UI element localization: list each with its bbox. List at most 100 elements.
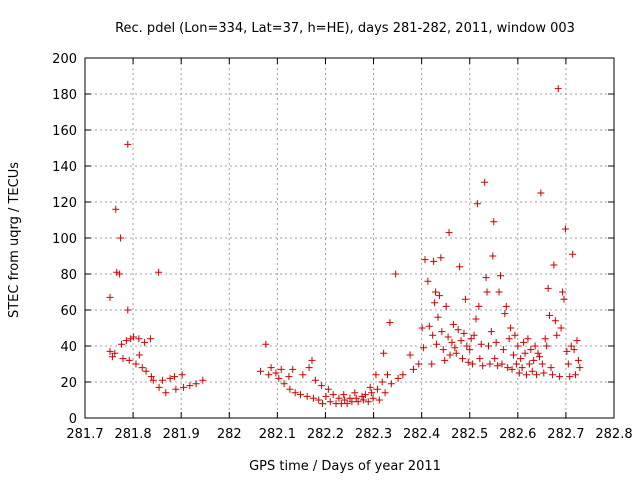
data-point <box>138 364 146 372</box>
data-point <box>291 389 299 397</box>
data-point <box>275 374 283 382</box>
x-tick-label: 282.2 <box>307 427 344 442</box>
data-point <box>472 315 480 323</box>
data-point <box>348 398 356 406</box>
data-point <box>544 284 552 292</box>
data-point <box>378 378 386 386</box>
data-point <box>518 364 526 372</box>
x-tick-label: 282.3 <box>355 427 392 442</box>
data-point <box>535 353 543 361</box>
data-point <box>543 342 551 350</box>
data-point <box>449 320 457 328</box>
data-point <box>461 295 469 303</box>
data-point <box>525 360 533 368</box>
data-point <box>346 394 354 402</box>
data-point <box>452 349 460 357</box>
data-point <box>113 268 121 276</box>
data-point <box>482 274 490 282</box>
data-point <box>537 189 545 197</box>
data-point <box>477 340 485 348</box>
data-point <box>498 360 506 368</box>
x-tick-label: 282.1 <box>259 427 296 442</box>
x-tick-label: 282.4 <box>403 427 440 442</box>
x-tick-label: 282.6 <box>499 427 536 442</box>
x-axis: 281.7 281.8 281.9 282 282.1 282.2 282.3 282.4 28… <box>66 58 633 442</box>
data-point <box>162 389 170 397</box>
data-point <box>122 337 130 345</box>
data-point <box>567 342 575 350</box>
data-point <box>415 360 423 368</box>
data-point <box>119 355 127 363</box>
data-point <box>522 371 530 379</box>
data-point <box>381 389 389 397</box>
data-point <box>372 371 380 379</box>
data-point <box>424 277 432 285</box>
data-point <box>428 360 436 368</box>
y-tick-label: 160 <box>52 124 77 139</box>
data-point <box>118 340 126 348</box>
data-point <box>484 342 492 350</box>
data-point <box>530 356 538 364</box>
data-point <box>469 360 477 368</box>
data-point <box>541 335 549 343</box>
grid <box>85 58 614 418</box>
data-point <box>308 356 316 364</box>
plot-frame <box>84 57 615 419</box>
data-point <box>473 200 481 208</box>
data-point <box>491 355 499 363</box>
data-point <box>399 371 407 379</box>
data-point <box>446 351 454 359</box>
data-point <box>192 380 200 388</box>
data-point <box>505 335 513 343</box>
data-points <box>106 85 584 408</box>
data-point <box>124 140 132 148</box>
data-point <box>155 268 163 276</box>
data-point <box>540 369 548 377</box>
x-axis-label: GPS time / Days of year 2011 <box>249 459 441 474</box>
data-point <box>517 355 525 363</box>
data-point <box>521 349 529 357</box>
data-point <box>490 218 498 226</box>
data-point <box>569 250 577 258</box>
data-point <box>406 351 414 359</box>
data-point <box>475 302 483 310</box>
data-point <box>380 349 388 357</box>
data-point <box>466 346 474 354</box>
data-point <box>106 293 114 301</box>
data-point <box>361 391 369 399</box>
data-point <box>124 306 132 314</box>
data-point <box>172 385 180 393</box>
data-point <box>420 344 428 352</box>
data-point <box>125 356 133 364</box>
data-point <box>514 342 522 350</box>
data-point <box>394 374 402 382</box>
data-point <box>445 229 453 237</box>
data-point <box>199 376 207 384</box>
data-point <box>383 371 391 379</box>
y-tick-label: 120 <box>52 196 77 211</box>
data-point <box>435 292 443 300</box>
data-point <box>354 398 362 406</box>
data-point <box>309 394 317 402</box>
data-point <box>531 342 539 350</box>
data-point <box>375 396 383 404</box>
data-point <box>442 302 450 310</box>
data-point <box>335 394 343 402</box>
data-point <box>497 272 505 280</box>
y-tick-label: 100 <box>52 232 77 247</box>
data-point <box>111 349 119 357</box>
data-point <box>272 369 280 377</box>
data-point <box>296 391 304 399</box>
data-point <box>392 270 400 278</box>
x-tick-label: 281.9 <box>163 427 200 442</box>
data-point <box>166 374 174 382</box>
data-point <box>560 295 568 303</box>
data-point <box>265 371 273 379</box>
data-point <box>499 346 507 354</box>
data-point <box>476 355 484 363</box>
data-point <box>547 364 555 372</box>
data-point <box>409 365 417 373</box>
data-point <box>566 373 574 381</box>
y-tick-label: 80 <box>60 268 77 283</box>
